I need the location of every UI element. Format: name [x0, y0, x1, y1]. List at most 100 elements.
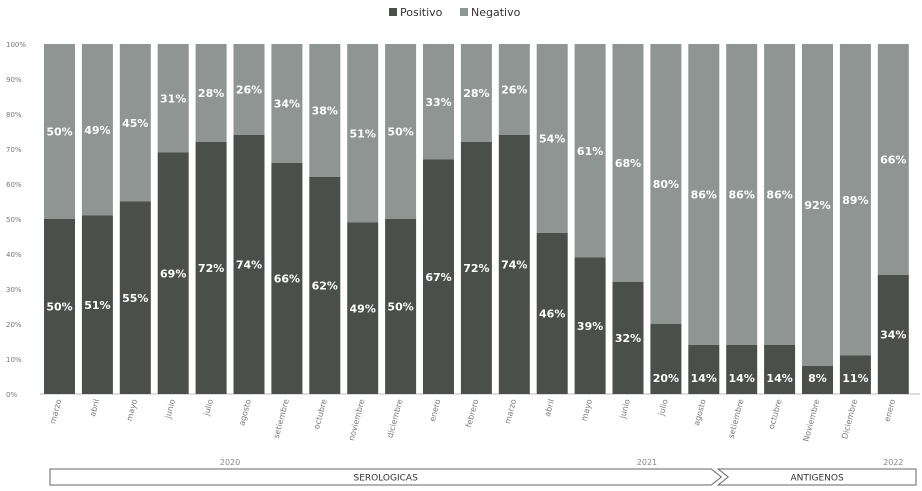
legend-positive-swatch [389, 8, 397, 16]
data-label-negative: 28% [198, 87, 224, 100]
data-label-positive: 74% [501, 259, 527, 272]
y-tick-label: 20% [6, 321, 22, 329]
bar-negative [574, 44, 606, 258]
y-tick-label: 90% [6, 76, 22, 84]
x-tick-label: octubre [767, 398, 784, 430]
data-label-positive: 34% [880, 329, 906, 342]
x-tick-label: enero [428, 398, 443, 423]
x-tick-label: setiembre [727, 398, 746, 439]
bar-negative [650, 44, 682, 324]
data-label-negative: 86% [729, 189, 755, 202]
x-axis: marzo abril mayo junio julio agosto setiembre o… [48, 398, 897, 443]
x-tick-label: enero [883, 398, 898, 423]
data-label-positive: 51% [84, 299, 110, 312]
data-label-positive: 55% [122, 292, 148, 305]
bar-positive [81, 215, 113, 394]
bar-positive [802, 366, 833, 394]
data-label-positive: 20% [653, 372, 679, 385]
data-label-negative: 50% [46, 126, 72, 139]
y-tick-label: 10% [6, 356, 22, 364]
x-tick-label: julio [657, 398, 670, 417]
data-label-negative: 26% [501, 84, 527, 97]
data-label-negative: 45% [122, 117, 148, 130]
y-tick-label: 100% [6, 41, 26, 49]
year-label: 2020 [220, 458, 240, 467]
data-label-negative: 49% [84, 124, 110, 137]
bar-positive [536, 233, 568, 394]
data-label-positive: 72% [198, 262, 224, 275]
year-labels: 2020 2021 2022 [220, 458, 904, 467]
bar-negative [271, 44, 303, 163]
bar-negative [81, 44, 113, 216]
bar-negative [612, 44, 644, 282]
x-tick-label: febrero [464, 398, 480, 428]
bar-negative [157, 44, 189, 153]
x-tick-label: marzo [48, 398, 63, 425]
data-label-positive: 69% [160, 267, 186, 280]
data-label-negative: 89% [842, 194, 868, 207]
test-type-banners: SEROLOGICAS ANTIGENOS [49, 468, 917, 486]
data-label-negative: 50% [387, 126, 413, 139]
year-label: 2021 [637, 458, 657, 467]
bars [44, 44, 909, 394]
bar-negative [44, 44, 75, 219]
bar-negative [233, 44, 265, 135]
data-label-positive: 14% [729, 372, 755, 385]
data-label-positive: 66% [274, 273, 300, 286]
bar-negative [460, 44, 492, 142]
data-label-positive: 49% [350, 302, 376, 315]
bar-positive [309, 177, 341, 394]
data-label-positive: 62% [312, 280, 338, 293]
bar-positive [347, 222, 379, 394]
bar-negative [764, 44, 796, 345]
y-tick-label: 0% [6, 391, 17, 399]
x-tick-label: marzo [503, 398, 518, 425]
bar-positive [385, 219, 417, 394]
x-tick-label: diciembre [386, 398, 405, 439]
data-label-negative: 28% [463, 87, 489, 100]
data-label-negative: 66% [880, 154, 906, 167]
data-label-positive: 14% [766, 372, 792, 385]
legend-positive-label: Positivo [400, 6, 443, 19]
banner-label: SEROLOGICAS [354, 474, 419, 484]
bar-positive [498, 135, 530, 394]
x-tick-label: abril [543, 398, 556, 417]
bar-negative [195, 44, 227, 142]
x-tick-label: mayo [580, 398, 594, 422]
bar-negative [347, 44, 379, 223]
bar-positive [688, 345, 720, 394]
bar-positive [650, 324, 682, 394]
bar-positive [195, 142, 227, 394]
x-tick-label: abril [88, 398, 101, 417]
data-label-negative: 54% [539, 133, 565, 146]
data-label-positive: 72% [463, 262, 489, 275]
bar-positive [877, 275, 909, 394]
data-label-negative: 33% [425, 96, 451, 109]
x-tick-label: octubre [312, 398, 329, 430]
y-tick-label: 70% [6, 146, 22, 154]
bar-positive [423, 159, 454, 394]
bar-negative [498, 44, 530, 135]
x-tick-label: mayo [125, 398, 139, 422]
x-tick-label: Diciembre [840, 398, 859, 440]
legend-negative-label: Negativo [471, 6, 521, 19]
data-label-negative: 86% [766, 189, 792, 202]
x-tick-label: noviembre [347, 398, 367, 442]
bar-negative [839, 44, 871, 356]
y-tick-label: 60% [6, 181, 22, 189]
x-tick-label: junio [618, 398, 632, 420]
bar-positive [764, 345, 796, 394]
data-labels: 50% 50% 51% 49% 55% 45% 69% 31% 72% 28% 74% 26% 66% 3… [46, 84, 906, 386]
bar-positive [460, 142, 492, 394]
y-tick-label: 50% [6, 216, 22, 224]
bar-positive [233, 135, 265, 394]
x-tick-label: Noviembre [801, 398, 821, 443]
banner-shape [49, 468, 723, 486]
data-label-negative: 61% [577, 145, 603, 158]
bar-negative [688, 44, 720, 345]
bar-negative [309, 44, 341, 177]
banner-label: ANTIGENOS [790, 474, 844, 484]
data-label-positive: 74% [236, 259, 262, 272]
data-label-negative: 86% [691, 189, 717, 202]
bar-negative [423, 44, 454, 160]
